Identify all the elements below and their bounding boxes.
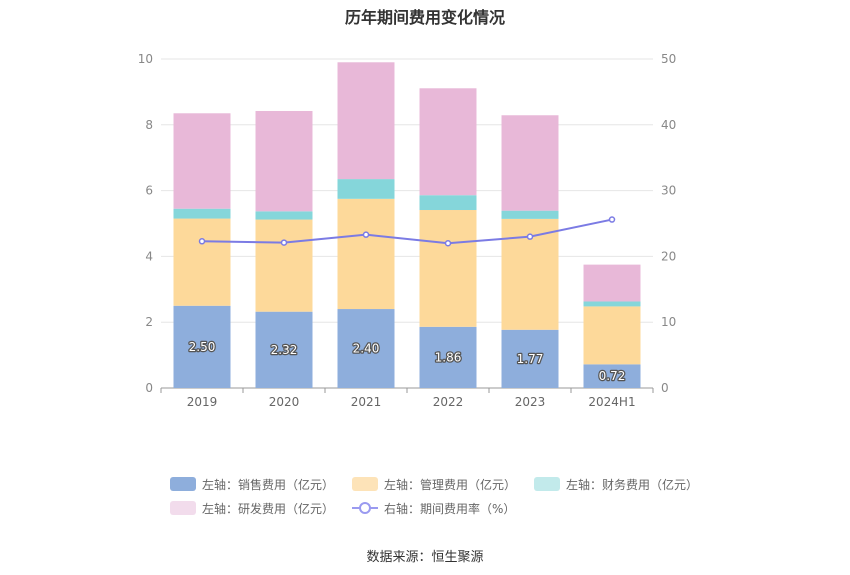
x-tick-label: 2019 [187, 395, 218, 409]
legend-swatch-finance [534, 477, 561, 491]
y-left-tick-label: 6 [145, 184, 153, 198]
bar-segment [173, 305, 231, 388]
chart-svg: 0 2 4 6 8 10 0 10 20 30 40 50 2019 2020 2021 2022 2023 20… [138, 52, 677, 409]
chart-title: 历年期间费用变化情况 [344, 8, 505, 27]
legend-label-finance: 左轴：财务费用（亿元） [566, 477, 699, 492]
y-right-tick-label: 50 [661, 52, 676, 66]
bar-segment [173, 113, 231, 209]
bar-segment [419, 326, 477, 388]
legend-item-expense-ratio[interactable]: 右轴：期间费用率（%） [352, 500, 515, 517]
legend: 左轴：销售费用（亿元） 左轴：管理费用（亿元） 左轴：财务费用（亿元） 左轴：研… [170, 472, 698, 520]
y-right-tick-label: 40 [661, 118, 676, 132]
y-right-tick-label: 20 [661, 249, 676, 263]
bar-segment [337, 309, 395, 388]
bar-segment [419, 210, 477, 327]
bar-segment [337, 62, 395, 180]
bar-segment [255, 110, 313, 212]
data-label: 2.32 [271, 343, 298, 357]
bar-segment [583, 264, 641, 302]
bar-segment [501, 210, 559, 219]
line-point [362, 231, 370, 238]
line-point [608, 216, 616, 223]
legend-swatch-expense-ratio [352, 501, 379, 515]
data-label: 1.86 [435, 350, 462, 364]
bar-segment [583, 301, 641, 307]
y-right-tick-label: 0 [661, 381, 669, 395]
x-tick-label: 2020 [269, 395, 300, 409]
y-left-tick-label: 8 [145, 118, 153, 132]
data-label: 0.72 [599, 369, 626, 383]
bar-segment [173, 208, 231, 219]
line-point [526, 233, 534, 240]
y-right-tick-label: 10 [661, 315, 676, 329]
legend-label-rnd: 左轴：研发费用（亿元） [202, 501, 335, 516]
bar-segment [255, 211, 313, 220]
bar-segment [255, 219, 313, 312]
x-tick-label: 2022 [433, 395, 464, 409]
y-left-tick-label: 10 [138, 52, 153, 66]
y-left-tick-label: 0 [145, 381, 153, 395]
legend-label-expense-ratio: 右轴：期间费用率（%） [384, 501, 516, 516]
bar-segment [501, 115, 559, 211]
legend-swatch-sales [170, 477, 196, 491]
bar-segment [255, 311, 313, 388]
expense-ratio-line [201, 218, 613, 245]
bar-segment [583, 364, 641, 388]
line-point [280, 239, 288, 246]
bar-segment [337, 198, 395, 310]
data-label: 2.50 [189, 340, 216, 354]
legend-swatch-admin [352, 477, 379, 491]
bar-segment [419, 195, 477, 211]
y-right-tick-label: 30 [661, 184, 676, 198]
x-tick-label: 2021 [351, 395, 382, 409]
data-label: 1.77 [517, 352, 544, 366]
legend-label-admin: 左轴：管理费用（亿元） [384, 477, 517, 492]
line-point [198, 238, 206, 245]
x-tick-label: 2023 [515, 395, 546, 409]
bar-segment [337, 179, 395, 199]
data-label: 2.40 [353, 342, 380, 356]
legend-item-sales[interactable]: 左轴：销售费用（亿元） [170, 476, 334, 493]
legend-item-finance[interactable]: 左轴：财务费用（亿元） [534, 476, 698, 493]
legend-item-admin[interactable]: 左轴：管理费用（亿元） [352, 476, 516, 493]
y-left-tick-label: 4 [145, 249, 153, 263]
y-left-tick-label: 2 [145, 315, 153, 329]
legend-swatch-rnd [170, 501, 196, 515]
line-point [444, 239, 452, 247]
legend-item-rnd[interactable]: 左轴：研发费用（亿元） [170, 500, 334, 517]
bar-segment [501, 329, 559, 388]
bar-segment [419, 88, 477, 196]
bar-segment [583, 306, 641, 365]
legend-label-sales: 左轴：销售费用（亿元） [202, 477, 335, 492]
x-tick-label: 2024H1 [588, 395, 635, 409]
bar-segment [173, 218, 231, 306]
data-source: 数据来源：恒生聚源 [366, 550, 484, 565]
